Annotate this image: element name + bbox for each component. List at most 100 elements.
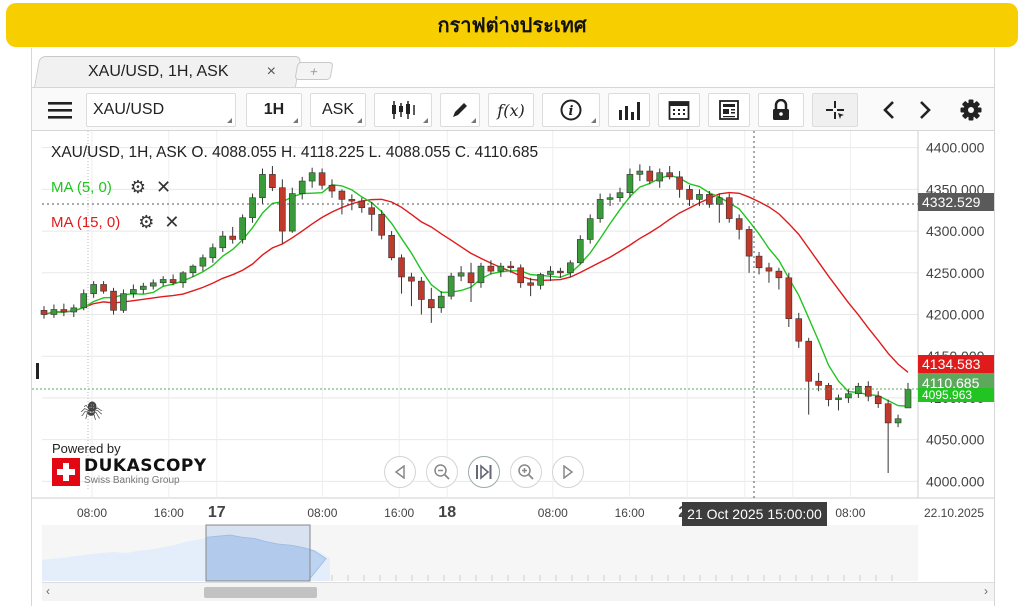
candle-body: [298, 180, 306, 194]
candle-body: [378, 214, 385, 236]
ma5-price-label: 4095.963: [918, 388, 994, 402]
scroll-left-button[interactable]: [872, 93, 906, 127]
menu-button[interactable]: [40, 93, 80, 127]
function-icon: f(x): [497, 100, 525, 120]
zoom-in-button[interactable]: [510, 456, 542, 488]
indicators-button[interactable]: f(x): [488, 93, 534, 127]
candle-body: [110, 290, 117, 311]
candle-body: [40, 310, 48, 315]
x-tick-label: 08:00: [77, 506, 107, 520]
settings-button[interactable]: [952, 93, 990, 127]
tab-chart[interactable]: XAU/USD, 1H, ASK ×: [50, 58, 280, 86]
candle-body: [179, 272, 187, 284]
candlestick-icon: [392, 101, 415, 119]
candle-body: [576, 239, 584, 264]
gear-icon[interactable]: ⚙: [129, 177, 146, 197]
ma5-line: [43, 174, 909, 407]
banner-title: กราฟต่างประเทศ: [437, 13, 587, 37]
candle-body: [874, 395, 882, 405]
crosshair-button[interactable]: [812, 93, 858, 127]
candle-body: [855, 385, 862, 395]
candle-body: [199, 257, 207, 267]
gear-icon[interactable]: ⚙: [138, 212, 155, 232]
candle-body: [219, 235, 227, 249]
candle-body: [149, 282, 157, 287]
candle-body: [537, 274, 544, 286]
candle-body: [318, 172, 326, 186]
volume-bars-icon: [619, 102, 640, 120]
candle-body: [249, 197, 256, 219]
triangle-right-icon: [563, 465, 574, 479]
zoom-in-icon: [518, 464, 534, 480]
candle-body: [447, 275, 455, 297]
gear-icon: [960, 99, 982, 121]
close-icon[interactable]: ✕: [164, 212, 180, 232]
ma5-label: MA (5, 0): [51, 179, 112, 196]
candle-body: [497, 265, 505, 272]
y-tick-label: 4250.000: [926, 265, 985, 281]
close-icon[interactable]: ×: [266, 63, 276, 80]
reset-view-button[interactable]: [468, 456, 500, 488]
candle-body: [437, 295, 445, 309]
lock-button[interactable]: [758, 93, 804, 127]
ma15-price-label: 4134.583: [918, 355, 994, 373]
candle-body: [229, 235, 236, 240]
chart-area[interactable]: 4400.000 4350.000 4300.000 4250.000 4200.000…: [32, 131, 994, 601]
ohlc-readout: XAU/USD, 1H, ASK O. 4088.055 H. 4118.225…: [51, 144, 539, 161]
swiss-cross-icon: [52, 458, 80, 486]
candle-body: [775, 270, 783, 279]
candle-body: [517, 267, 524, 284]
news-button[interactable]: [708, 93, 750, 127]
x-tick-label: 08:00: [307, 506, 337, 520]
candle-body: [398, 257, 405, 278]
nav-forward-button[interactable]: [552, 456, 584, 488]
instrument-select[interactable]: XAU/USD: [86, 93, 236, 127]
horizontal-scrollbar[interactable]: ‹ ›: [42, 582, 994, 601]
nav-back-button[interactable]: [384, 456, 416, 488]
chart-type-button[interactable]: [374, 93, 432, 127]
zoom-out-icon: [434, 464, 450, 480]
chevron-left-icon[interactable]: ‹: [46, 584, 50, 598]
candle-body: [507, 265, 515, 269]
candle-body: [259, 174, 266, 199]
zoom-out-button[interactable]: [426, 456, 458, 488]
reset-icon: [476, 464, 492, 480]
triangle-left-icon: [394, 465, 405, 479]
candle-body: [159, 279, 167, 284]
resize-handle-icon: [36, 363, 39, 379]
candle-body: [428, 299, 435, 309]
candle-body: [656, 172, 664, 182]
candle-body: [864, 385, 872, 397]
pencil-icon: [453, 103, 467, 117]
info-button[interactable]: i: [542, 93, 600, 127]
y-tick-label: 4300.000: [926, 223, 985, 239]
candle-body: [606, 197, 614, 200]
candle-body: [467, 272, 475, 284]
candle-body: [169, 279, 177, 284]
calendar-button[interactable]: [658, 93, 700, 127]
plus-icon: +: [308, 63, 320, 79]
brand-name: DUKASCOPY: [84, 456, 207, 476]
candle-body: [477, 265, 485, 284]
side-label: ASK: [321, 101, 354, 118]
y-tick-label: 4200.000: [926, 307, 985, 323]
instrument-label: XAU/USD: [93, 101, 165, 118]
candle-body: [765, 267, 773, 272]
new-tab-button[interactable]: +: [294, 62, 334, 80]
candle-body: [706, 194, 713, 205]
candle-body: [825, 385, 832, 400]
period-select[interactable]: 1H: [246, 93, 302, 127]
scroll-right-button[interactable]: [908, 93, 942, 127]
candle-body: [209, 247, 217, 259]
price-chart[interactable]: 4400.0004350.0004300.0004250.0004200.000…: [32, 131, 994, 601]
volume-button[interactable]: [608, 93, 650, 127]
draw-tool-button[interactable]: [440, 93, 480, 127]
close-icon[interactable]: ✕: [156, 177, 172, 197]
x-tick-label: 08:00: [835, 506, 865, 520]
candle-body: [338, 190, 346, 200]
candle-body: [725, 197, 733, 219]
chevron-right-icon[interactable]: ›: [984, 584, 988, 598]
side-select[interactable]: ASK: [310, 93, 366, 127]
chevron-left-icon: [883, 101, 894, 119]
scroll-thumb[interactable]: [204, 587, 317, 598]
